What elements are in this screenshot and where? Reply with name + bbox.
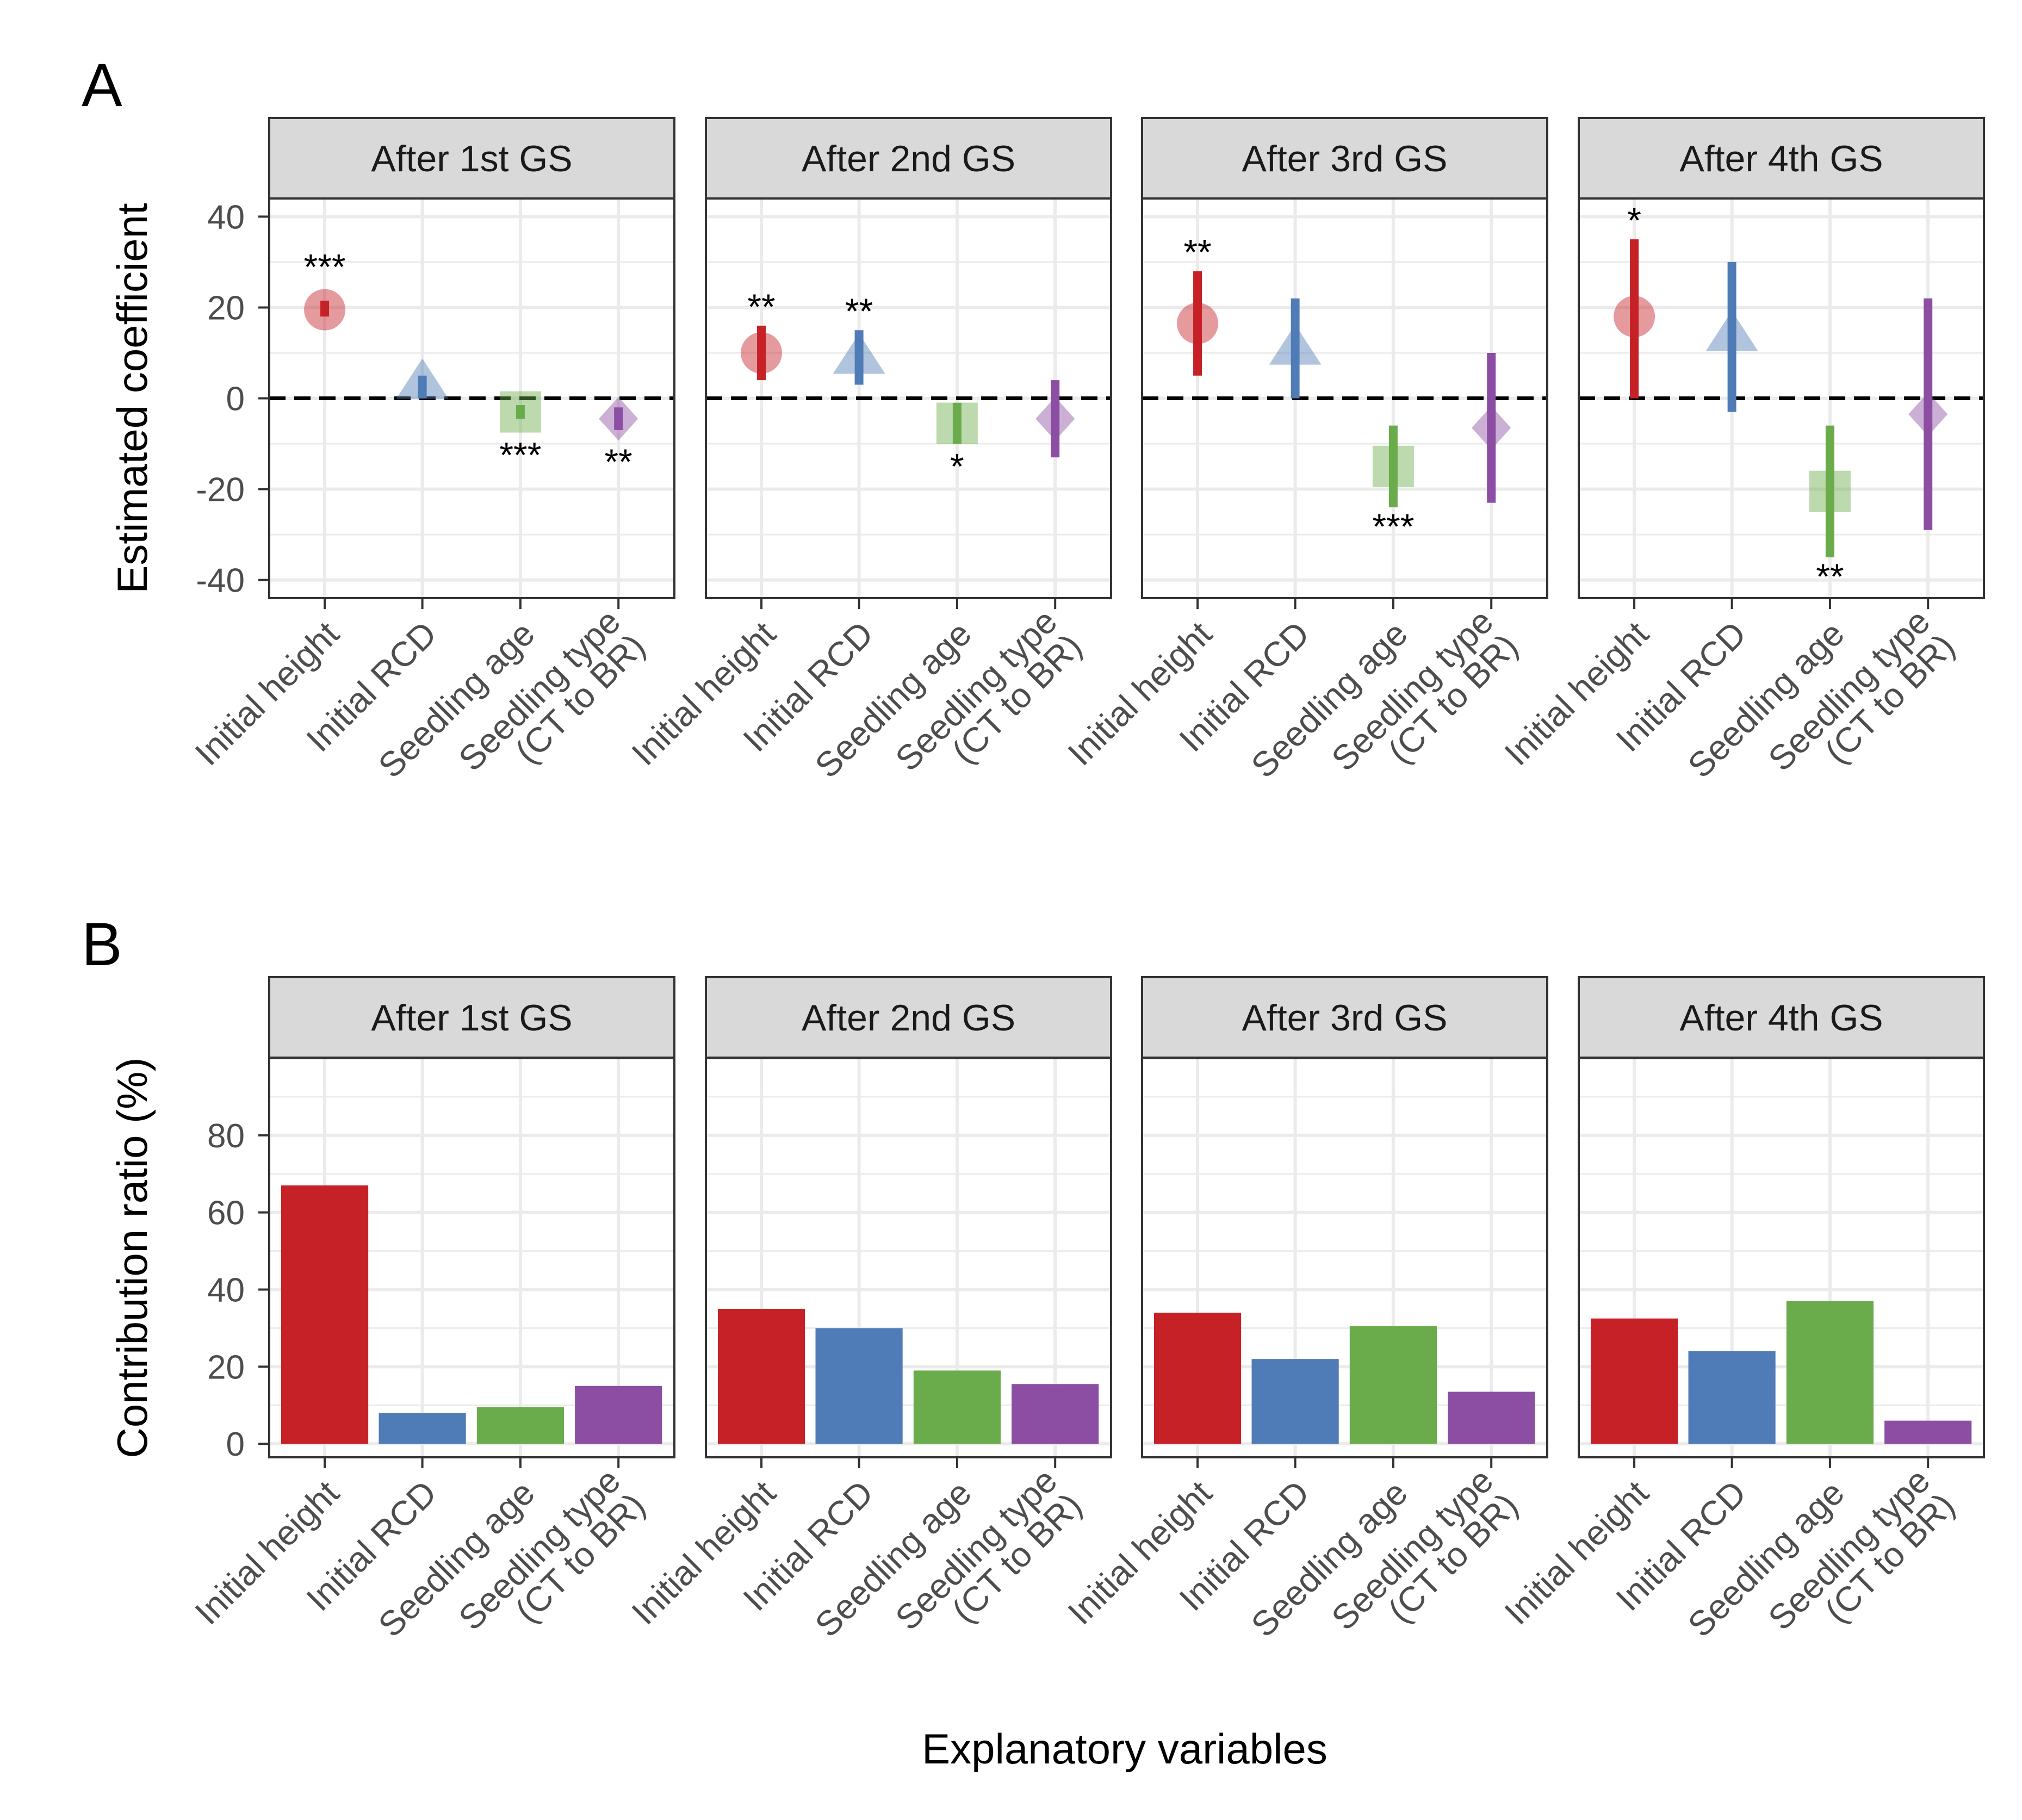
facet-strip-label: After 2nd GS — [802, 138, 1015, 179]
significance-stars: ** — [1816, 556, 1844, 597]
bar — [913, 1370, 1001, 1444]
y-tick-label: -20 — [196, 471, 245, 509]
bar — [379, 1413, 466, 1444]
y-tick-label: 20 — [207, 1349, 245, 1386]
bar — [1251, 1359, 1339, 1444]
bar — [1448, 1392, 1535, 1444]
bar — [1688, 1351, 1776, 1444]
significance-stars: ** — [845, 291, 873, 331]
panel-border — [268, 1057, 675, 1458]
y-tick-label: 40 — [207, 198, 245, 236]
significance-stars: *** — [304, 247, 346, 287]
y-tick-label: 20 — [207, 289, 245, 327]
significance-stars: * — [950, 446, 964, 486]
facet-strip-label: After 3rd GS — [1242, 138, 1448, 179]
y-tick-label: 0 — [226, 381, 245, 418]
facet-strip-label: After 4th GS — [1679, 997, 1883, 1039]
y-tick-label: -40 — [196, 562, 245, 600]
y-tick-label: 80 — [207, 1117, 245, 1155]
facet-strip — [268, 976, 675, 1059]
facet-strip-label: After 4th GS — [1679, 138, 1883, 179]
y-tick-label: 40 — [207, 1272, 245, 1309]
bar — [1590, 1318, 1678, 1444]
significance-stars: *** — [499, 435, 541, 475]
y-axis-label: Contribution ratio (%) — [108, 1058, 156, 1458]
bar — [476, 1407, 564, 1444]
facet-strip — [1578, 117, 1985, 200]
x-axis-title: Explanatory variables — [922, 1725, 1328, 1773]
panel-label: A — [82, 51, 122, 119]
bar — [575, 1386, 662, 1444]
facet-strip-label: After 2nd GS — [802, 997, 1015, 1039]
y-tick-label: 0 — [226, 1426, 245, 1463]
bar — [281, 1185, 369, 1444]
y-tick-label: 60 — [207, 1195, 245, 1232]
facet-strip — [268, 117, 675, 200]
facet-strip — [1141, 117, 1548, 200]
bar — [717, 1308, 805, 1444]
facet-strip-label: After 1st GS — [371, 138, 572, 179]
bar — [1884, 1420, 1972, 1444]
significance-stars: ** — [605, 442, 632, 482]
panel-border — [705, 197, 1112, 599]
facet-strip — [705, 976, 1112, 1059]
facet-strip-label: After 3rd GS — [1242, 997, 1448, 1039]
facet-strip-label: After 1st GS — [371, 997, 572, 1039]
y-axis-label: Estimated coefficient — [108, 203, 156, 594]
bar — [1153, 1313, 1242, 1444]
facet-strip — [705, 117, 1112, 200]
panel-border — [1578, 1057, 1985, 1458]
panel-border — [705, 1057, 1112, 1458]
panel-border — [1141, 197, 1548, 599]
significance-stars: ** — [1183, 232, 1211, 272]
panel-border — [1578, 197, 1985, 599]
bar — [1786, 1301, 1874, 1444]
bar — [1349, 1326, 1437, 1444]
facet-1: After 1st GS****** **Initial heightInitia… — [188, 117, 675, 785]
panel-border — [1141, 1057, 1548, 1458]
significance-stars: * — [1627, 200, 1641, 240]
significance-stars: *** — [1372, 506, 1414, 546]
significance-stars: ** — [747, 287, 775, 327]
bar — [1012, 1384, 1099, 1444]
panel-label: B — [82, 910, 122, 978]
panel-border — [268, 197, 675, 599]
chart-panel-a: A Estimated coefficient 40 20 0 -20 -40 After 1… — [82, 51, 1985, 785]
bar — [815, 1328, 903, 1444]
